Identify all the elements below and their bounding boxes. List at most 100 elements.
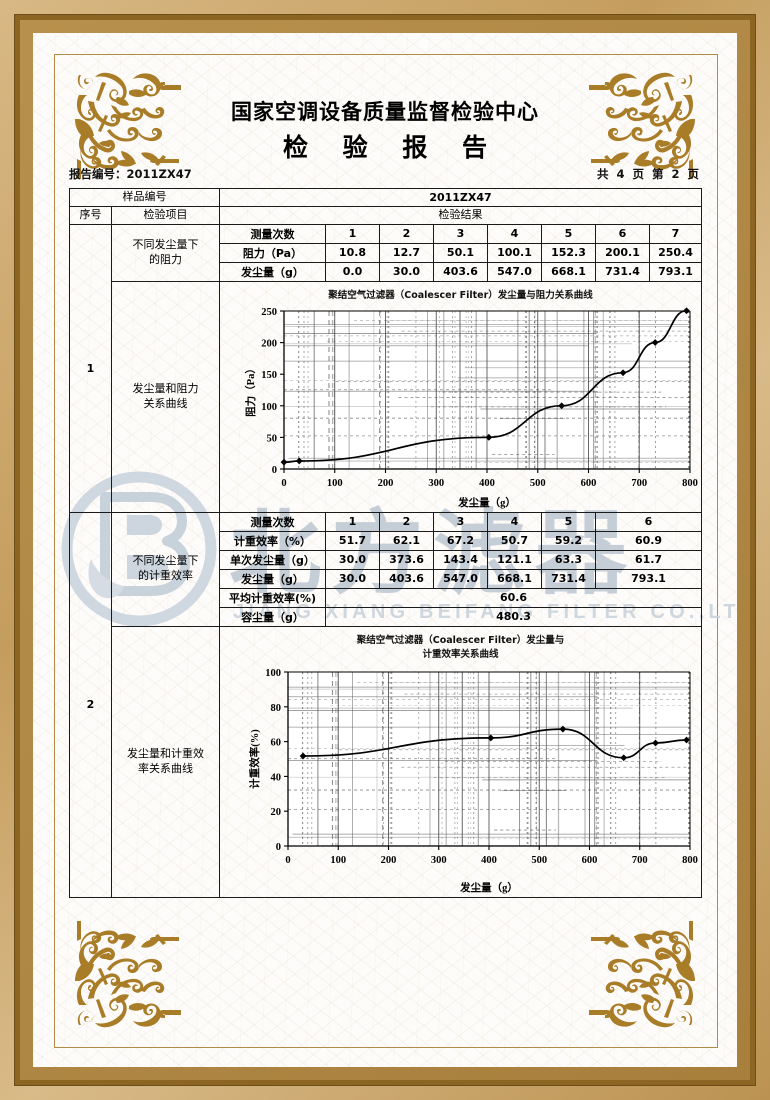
row-1-dust-6: 731.4 bbox=[595, 261, 650, 282]
row-2-efficiency-label: 计重效率（%） bbox=[219, 530, 326, 551]
chart-1-title: 聚结空气过滤器（Coalescer Filter）发尘量与阻力关系曲线 bbox=[328, 289, 593, 301]
sample-no-value: 2011ZX47 bbox=[218, 188, 703, 207]
svg-text:40: 40 bbox=[271, 772, 282, 783]
row-1-seq: 1 bbox=[69, 223, 112, 513]
row-1-item-curve: 发尘量和阻力 关系曲线 bbox=[111, 280, 220, 513]
sample-no-label: 样品编号 bbox=[69, 188, 220, 207]
row-1-measure-2: 2 bbox=[379, 223, 434, 244]
inspection-results-table: 样品编号 2011ZX47 序号 检验项目 检验结果 1 不同发尘量下 的阻力 bbox=[69, 188, 703, 898]
svg-text:发尘量（g）: 发尘量（g） bbox=[459, 881, 518, 894]
row-2-seq: 2 bbox=[69, 511, 112, 898]
row-2-capacity-value: 480.3 bbox=[324, 606, 703, 627]
row-2-item-efficiency: 不同发尘量下 的计重效率 bbox=[111, 511, 220, 627]
svg-text:800: 800 bbox=[682, 855, 698, 866]
row-2-measure-5: 5 bbox=[541, 511, 596, 532]
table-row-sample-no: 样品编号 2011ZX47 bbox=[69, 188, 703, 207]
row-2-capacity-label: 容尘量（g） bbox=[219, 606, 326, 627]
svg-text:80: 80 bbox=[271, 702, 282, 713]
svg-text:0: 0 bbox=[276, 842, 281, 853]
row-2-dust-1: 30.0 bbox=[325, 568, 380, 589]
row-1-measure-5: 5 bbox=[541, 223, 596, 244]
row-1-measure-label: 测量次数 bbox=[219, 223, 326, 244]
row-1-measure-6: 6 bbox=[595, 223, 650, 244]
row-1-measure-7: 7 bbox=[648, 223, 703, 244]
row-2-single-dust-3: 143.4 bbox=[433, 549, 488, 570]
row-2-dust-4: 668.1 bbox=[487, 568, 542, 589]
svg-text:500: 500 bbox=[530, 478, 546, 489]
row-2-measure-2: 2 bbox=[379, 511, 434, 532]
svg-text:200: 200 bbox=[378, 478, 394, 489]
svg-text:20: 20 bbox=[271, 807, 282, 818]
table-row-2-dust: 发尘量（g） 30.0 403.6 547.0 668.1 731.4 793.… bbox=[70, 568, 703, 589]
row-1-resistance-2: 12.7 bbox=[379, 242, 434, 263]
chart-2-title-line2: 计重效率关系曲线 bbox=[422, 648, 499, 660]
svg-text:700: 700 bbox=[632, 855, 648, 866]
svg-text:600: 600 bbox=[581, 478, 597, 489]
table-row-1-resistance: 阻力（Pa） 10.8 12.7 50.1 100.1 152.3 200.1 … bbox=[70, 242, 703, 263]
svg-text:0: 0 bbox=[272, 465, 277, 476]
svg-text:阻力（Pa）: 阻力（Pa） bbox=[244, 363, 257, 417]
svg-text:50: 50 bbox=[267, 433, 278, 444]
row-2-measure-6: 6 bbox=[594, 511, 703, 532]
col-header-item: 检验项目 bbox=[111, 205, 220, 225]
svg-text:100: 100 bbox=[265, 668, 281, 679]
row-1-item-resistance: 不同发尘量下 的阻力 bbox=[111, 223, 220, 282]
page-number: 共 4 页 第 2 页 bbox=[596, 167, 701, 181]
svg-text:计重效率(%): 计重效率(%) bbox=[248, 728, 261, 788]
table-row-2-measure: 2 不同发尘量下 的计重效率 测量次数 1 2 3 4 5 6 bbox=[69, 511, 703, 898]
row-2-measure-4: 4 bbox=[487, 511, 542, 532]
row-1-dust-4: 547.0 bbox=[487, 261, 542, 282]
svg-text:150: 150 bbox=[261, 370, 277, 381]
table-row-2-capacity: 容尘量（g） 480.3 bbox=[70, 606, 703, 627]
row-1-measure-1: 1 bbox=[325, 223, 380, 244]
row-1-resistance-label: 阻力（Pa） bbox=[219, 242, 326, 263]
row-2-single-dust-1: 30.0 bbox=[325, 549, 380, 570]
row-1-dust-1: 0.0 bbox=[325, 261, 380, 282]
row-1-resistance-5: 152.3 bbox=[541, 242, 596, 263]
row-1-resistance-4: 100.1 bbox=[487, 242, 542, 263]
row-2-efficiency-2: 62.1 bbox=[379, 530, 434, 551]
row-2-efficiency-4: 50.7 bbox=[487, 530, 542, 551]
row-2-dust-2: 403.6 bbox=[379, 568, 434, 589]
row-1-measure-4: 4 bbox=[487, 223, 542, 244]
table-row-1-measure: 1 不同发尘量下 的阻力 测量次数 1 2 3 4 5 6 7 bbox=[69, 223, 703, 513]
row-2-efficiency-1: 51.7 bbox=[325, 530, 380, 551]
certificate-paper: 北方滤器 JIANG XIANG BEIFANG FILTER CO.,LTD.… bbox=[33, 33, 737, 1067]
report-number: 报告编号：2011ZX47 bbox=[69, 167, 192, 181]
row-1-dust-7: 793.1 bbox=[648, 261, 703, 282]
row-1-dust-label: 发尘量（g） bbox=[219, 261, 326, 282]
row-2-single-dust-label: 单次发尘量（g） bbox=[219, 549, 326, 570]
col-header-seq: 序号 bbox=[69, 205, 112, 225]
table-row-1-dust: 发尘量（g） 0.0 30.0 403.6 547.0 668.1 731.4 … bbox=[70, 261, 703, 282]
table-row-2-single-dust: 单次发尘量（g） 30.0 373.6 143.4 121.1 63.3 61.… bbox=[70, 549, 703, 570]
table-row-1-chart: 发尘量和阻力 关系曲线 聚结空气过滤器（Coalescer Filter）发尘量… bbox=[70, 280, 703, 513]
chart-cell-1: 聚结空气过滤器（Coalescer Filter）发尘量与阻力关系曲线 0 50 1… bbox=[218, 280, 703, 513]
chart-2: 聚结空气过滤器（Coalescer Filter）发尘量与 计重效率关系曲线 0… bbox=[222, 628, 699, 896]
svg-text:400: 400 bbox=[481, 855, 497, 866]
chart-cell-2: 聚结空气过滤器（Coalescer Filter）发尘量与 计重效率关系曲线 0… bbox=[218, 625, 703, 898]
chart-1-plot: 0 50 100 150 200 250 0 100 200 300 400 500 600 700 800… bbox=[244, 307, 698, 509]
row-1-resistance-7: 250.4 bbox=[648, 242, 703, 263]
row-2-measure-1: 1 bbox=[325, 511, 380, 532]
row-2-dust-5: 731.4 bbox=[541, 568, 596, 589]
row-1-resistance-3: 50.1 bbox=[433, 242, 488, 263]
svg-text:600: 600 bbox=[582, 855, 598, 866]
row-2-measure-3: 3 bbox=[433, 511, 488, 532]
svg-text:200: 200 bbox=[261, 338, 277, 349]
svg-text:700: 700 bbox=[631, 478, 647, 489]
row-2-avg-label: 平均计重效率(%) bbox=[219, 587, 326, 608]
row-2-efficiency-5: 59.2 bbox=[541, 530, 596, 551]
row-2-efficiency-3: 67.2 bbox=[433, 530, 488, 551]
svg-text:100: 100 bbox=[327, 478, 343, 489]
svg-text:200: 200 bbox=[381, 855, 397, 866]
svg-text:300: 300 bbox=[428, 478, 444, 489]
report-content: 国家空调设备质量监督检验中心 检 验 报 告 报告编号：2011ZX47 共 4… bbox=[33, 33, 737, 1067]
svg-text:60: 60 bbox=[271, 737, 282, 748]
row-2-single-dust-5: 63.3 bbox=[541, 549, 596, 570]
row-2-single-dust-2: 373.6 bbox=[379, 549, 434, 570]
svg-text:300: 300 bbox=[431, 855, 447, 866]
table-row-2-chart: 发尘量和计重效 率关系曲线 聚结空气过滤器（Coalescer Filter）发… bbox=[70, 625, 703, 898]
table-row-header: 序号 检验项目 检验结果 bbox=[69, 205, 703, 225]
row-2-single-dust-4: 121.1 bbox=[487, 549, 542, 570]
